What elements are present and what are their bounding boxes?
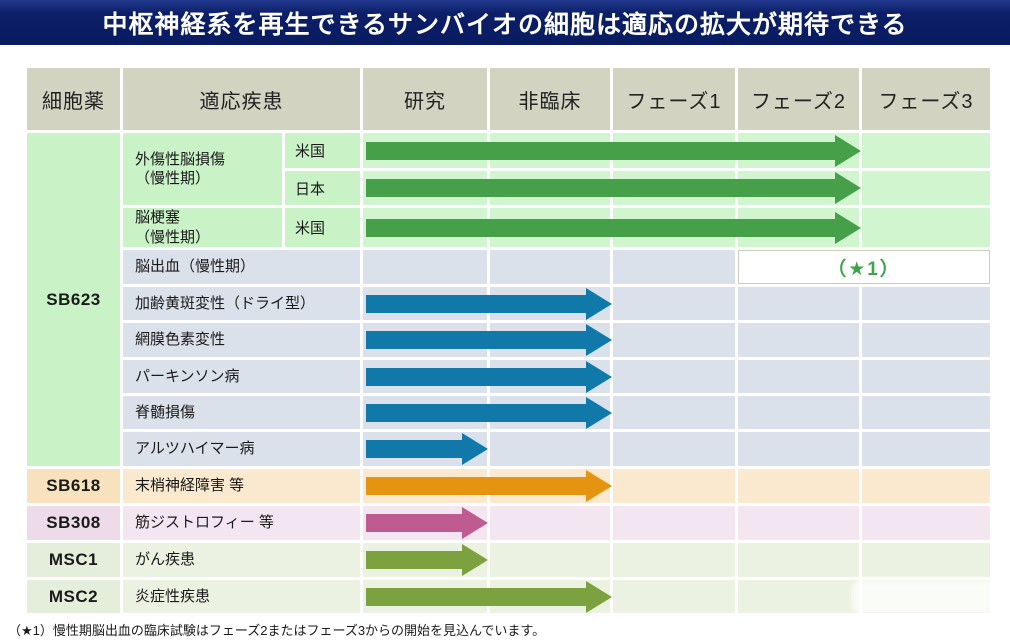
phase-cell [490,432,610,466]
phase-cell [613,323,735,357]
region-cell: 日本 [285,171,360,205]
phase-cell [363,396,487,429]
phase-cell [613,469,735,503]
phase-cell [363,323,487,357]
phase-cell [363,580,487,613]
phase-cell [613,171,735,205]
phase-cell [613,208,735,247]
slide-title: 中枢神経系を再生できるサンバイオの細胞は適応の拡大が期待できる [102,10,908,39]
column-header-research: 研究 [363,68,487,130]
indication-cell: 加齢黄斑変性（ドライ型） [123,287,360,320]
phase-cell [738,580,859,613]
phase-cell [363,360,487,393]
indication-cell: パーキンソン病 [123,360,360,393]
footnote: （★1）慢性期脳出血の臨床試験はフェーズ2またはフェーズ3からの開始を見込んでい… [8,623,546,638]
phase-cell [490,208,610,247]
phase-cell [490,360,610,393]
region-cell: 米国 [285,208,360,247]
phase-cell [862,287,990,320]
phase-cell [613,543,735,577]
phase-cell [738,360,859,393]
indication-cell: アルツハイマー病 [123,432,360,466]
phase-cell [738,287,859,320]
indication-cell: がん疾患 [123,543,360,577]
indication-cell: 炎症性疾患 [123,580,360,613]
phase-cell [490,250,610,284]
indication-cell: 脊髄損傷 [123,396,360,429]
phase-cell [613,250,735,284]
phase-cell [862,432,990,466]
drug-cell: SB308 [27,506,120,540]
drug-cell: MSC1 [27,543,120,577]
note-cell: （★1） [738,250,990,284]
phase-cell [738,396,859,429]
phase-cell [613,432,735,466]
phase-cell [862,360,990,393]
phase-cell [363,506,487,540]
phase-cell [363,469,487,503]
phase-cell [613,133,735,168]
phase-cell [862,323,990,357]
column-header-phase1: フェーズ1 [613,68,735,130]
indication-cell: 脳梗塞 （慢性期） [123,208,282,247]
phase-cell [613,287,735,320]
phase-cell [738,469,859,503]
phase-cell [363,287,487,320]
phase-cell [490,171,610,205]
phase-cell [363,250,487,284]
phase-cell [613,396,735,429]
phase-cell [738,543,859,577]
phase-cell [862,171,990,205]
phase-cell [738,506,859,540]
phase-cell [738,133,859,168]
phase-cell [490,580,610,613]
column-header-nonclinical: 非臨床 [490,68,610,130]
phase-cell [490,323,610,357]
phase-cell [363,133,487,168]
drug-cell: SB618 [27,469,120,503]
phase-cell [738,323,859,357]
phase-cell [490,469,610,503]
phase-cell [363,432,487,466]
phase-cell [862,396,990,429]
column-header-drug: 細胞薬 [27,68,120,130]
phase-cell [490,506,610,540]
column-header-phase3: フェーズ3 [862,68,990,130]
indication-cell: 筋ジストロフィー 等 [123,506,360,540]
phase-cell [862,543,990,577]
watermark-smudge [852,580,1004,614]
phase-cell [490,543,610,577]
phase-cell [613,360,735,393]
indication-cell: 外傷性脳損傷 （慢性期） [123,133,282,205]
drug-cell: MSC2 [27,580,120,613]
phase-cell [363,208,487,247]
phase-cell [738,208,859,247]
phase-cell [363,171,487,205]
phase-cell [738,432,859,466]
pipeline-table: 細胞薬 適応疾患 研究 非臨床 フェーズ1 フェーズ2 フェーズ3 SB623 外… [27,68,990,613]
drug-cell: SB623 [27,133,120,466]
phase-cell [613,506,735,540]
indication-cell: 脳出血（慢性期） [123,250,360,284]
title-bar: 中枢神経系を再生できるサンバイオの細胞は適応の拡大が期待できる [0,0,1010,45]
phase-cell [738,171,859,205]
phase-cell [862,506,990,540]
phase-cell [862,469,990,503]
phase-cell [490,396,610,429]
phase-cell [613,580,735,613]
phase-cell [862,208,990,247]
phase-cell [862,133,990,168]
indication-cell: 末梢神経障害 等 [123,469,360,503]
column-header-indication: 適応疾患 [123,68,360,130]
indication-cell: 網膜色素変性 [123,323,360,357]
phase-cell [490,287,610,320]
region-cell: 米国 [285,133,360,168]
phase-cell [363,543,487,577]
phase-cell [490,133,610,168]
column-header-phase2: フェーズ2 [738,68,859,130]
